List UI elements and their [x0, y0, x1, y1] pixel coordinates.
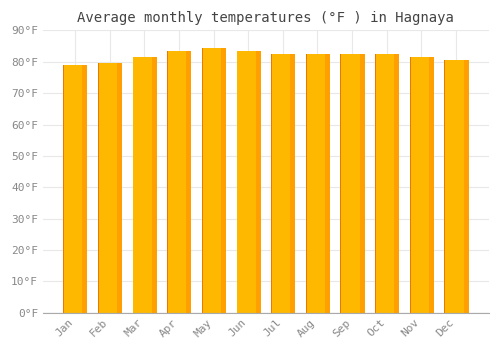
Bar: [132, 57, 136, 313]
Bar: [342, 54, 363, 313]
Bar: [394, 54, 400, 313]
Bar: [306, 54, 309, 313]
Bar: [221, 48, 226, 313]
Bar: [82, 65, 87, 313]
Bar: [446, 60, 467, 313]
Bar: [167, 51, 170, 313]
Bar: [236, 51, 240, 313]
Bar: [272, 54, 293, 313]
Title: Average monthly temperatures (°F ) in Hagnaya: Average monthly temperatures (°F ) in Ha…: [78, 11, 454, 25]
Bar: [410, 57, 432, 313]
Bar: [134, 57, 155, 313]
Bar: [202, 48, 224, 313]
Bar: [238, 51, 259, 313]
Bar: [325, 54, 330, 313]
Bar: [340, 54, 344, 313]
Bar: [306, 54, 328, 313]
Bar: [202, 48, 205, 313]
Bar: [376, 54, 398, 313]
Bar: [186, 51, 192, 313]
Bar: [444, 60, 448, 313]
Bar: [63, 65, 66, 313]
Bar: [152, 57, 156, 313]
Bar: [375, 54, 378, 313]
Bar: [98, 63, 102, 313]
Bar: [271, 54, 274, 313]
Bar: [99, 63, 120, 313]
Bar: [410, 57, 413, 313]
Bar: [256, 51, 260, 313]
Bar: [464, 60, 468, 313]
Bar: [168, 51, 190, 313]
Bar: [360, 54, 364, 313]
Bar: [290, 54, 296, 313]
Bar: [64, 65, 86, 313]
Bar: [117, 63, 122, 313]
Bar: [429, 57, 434, 313]
